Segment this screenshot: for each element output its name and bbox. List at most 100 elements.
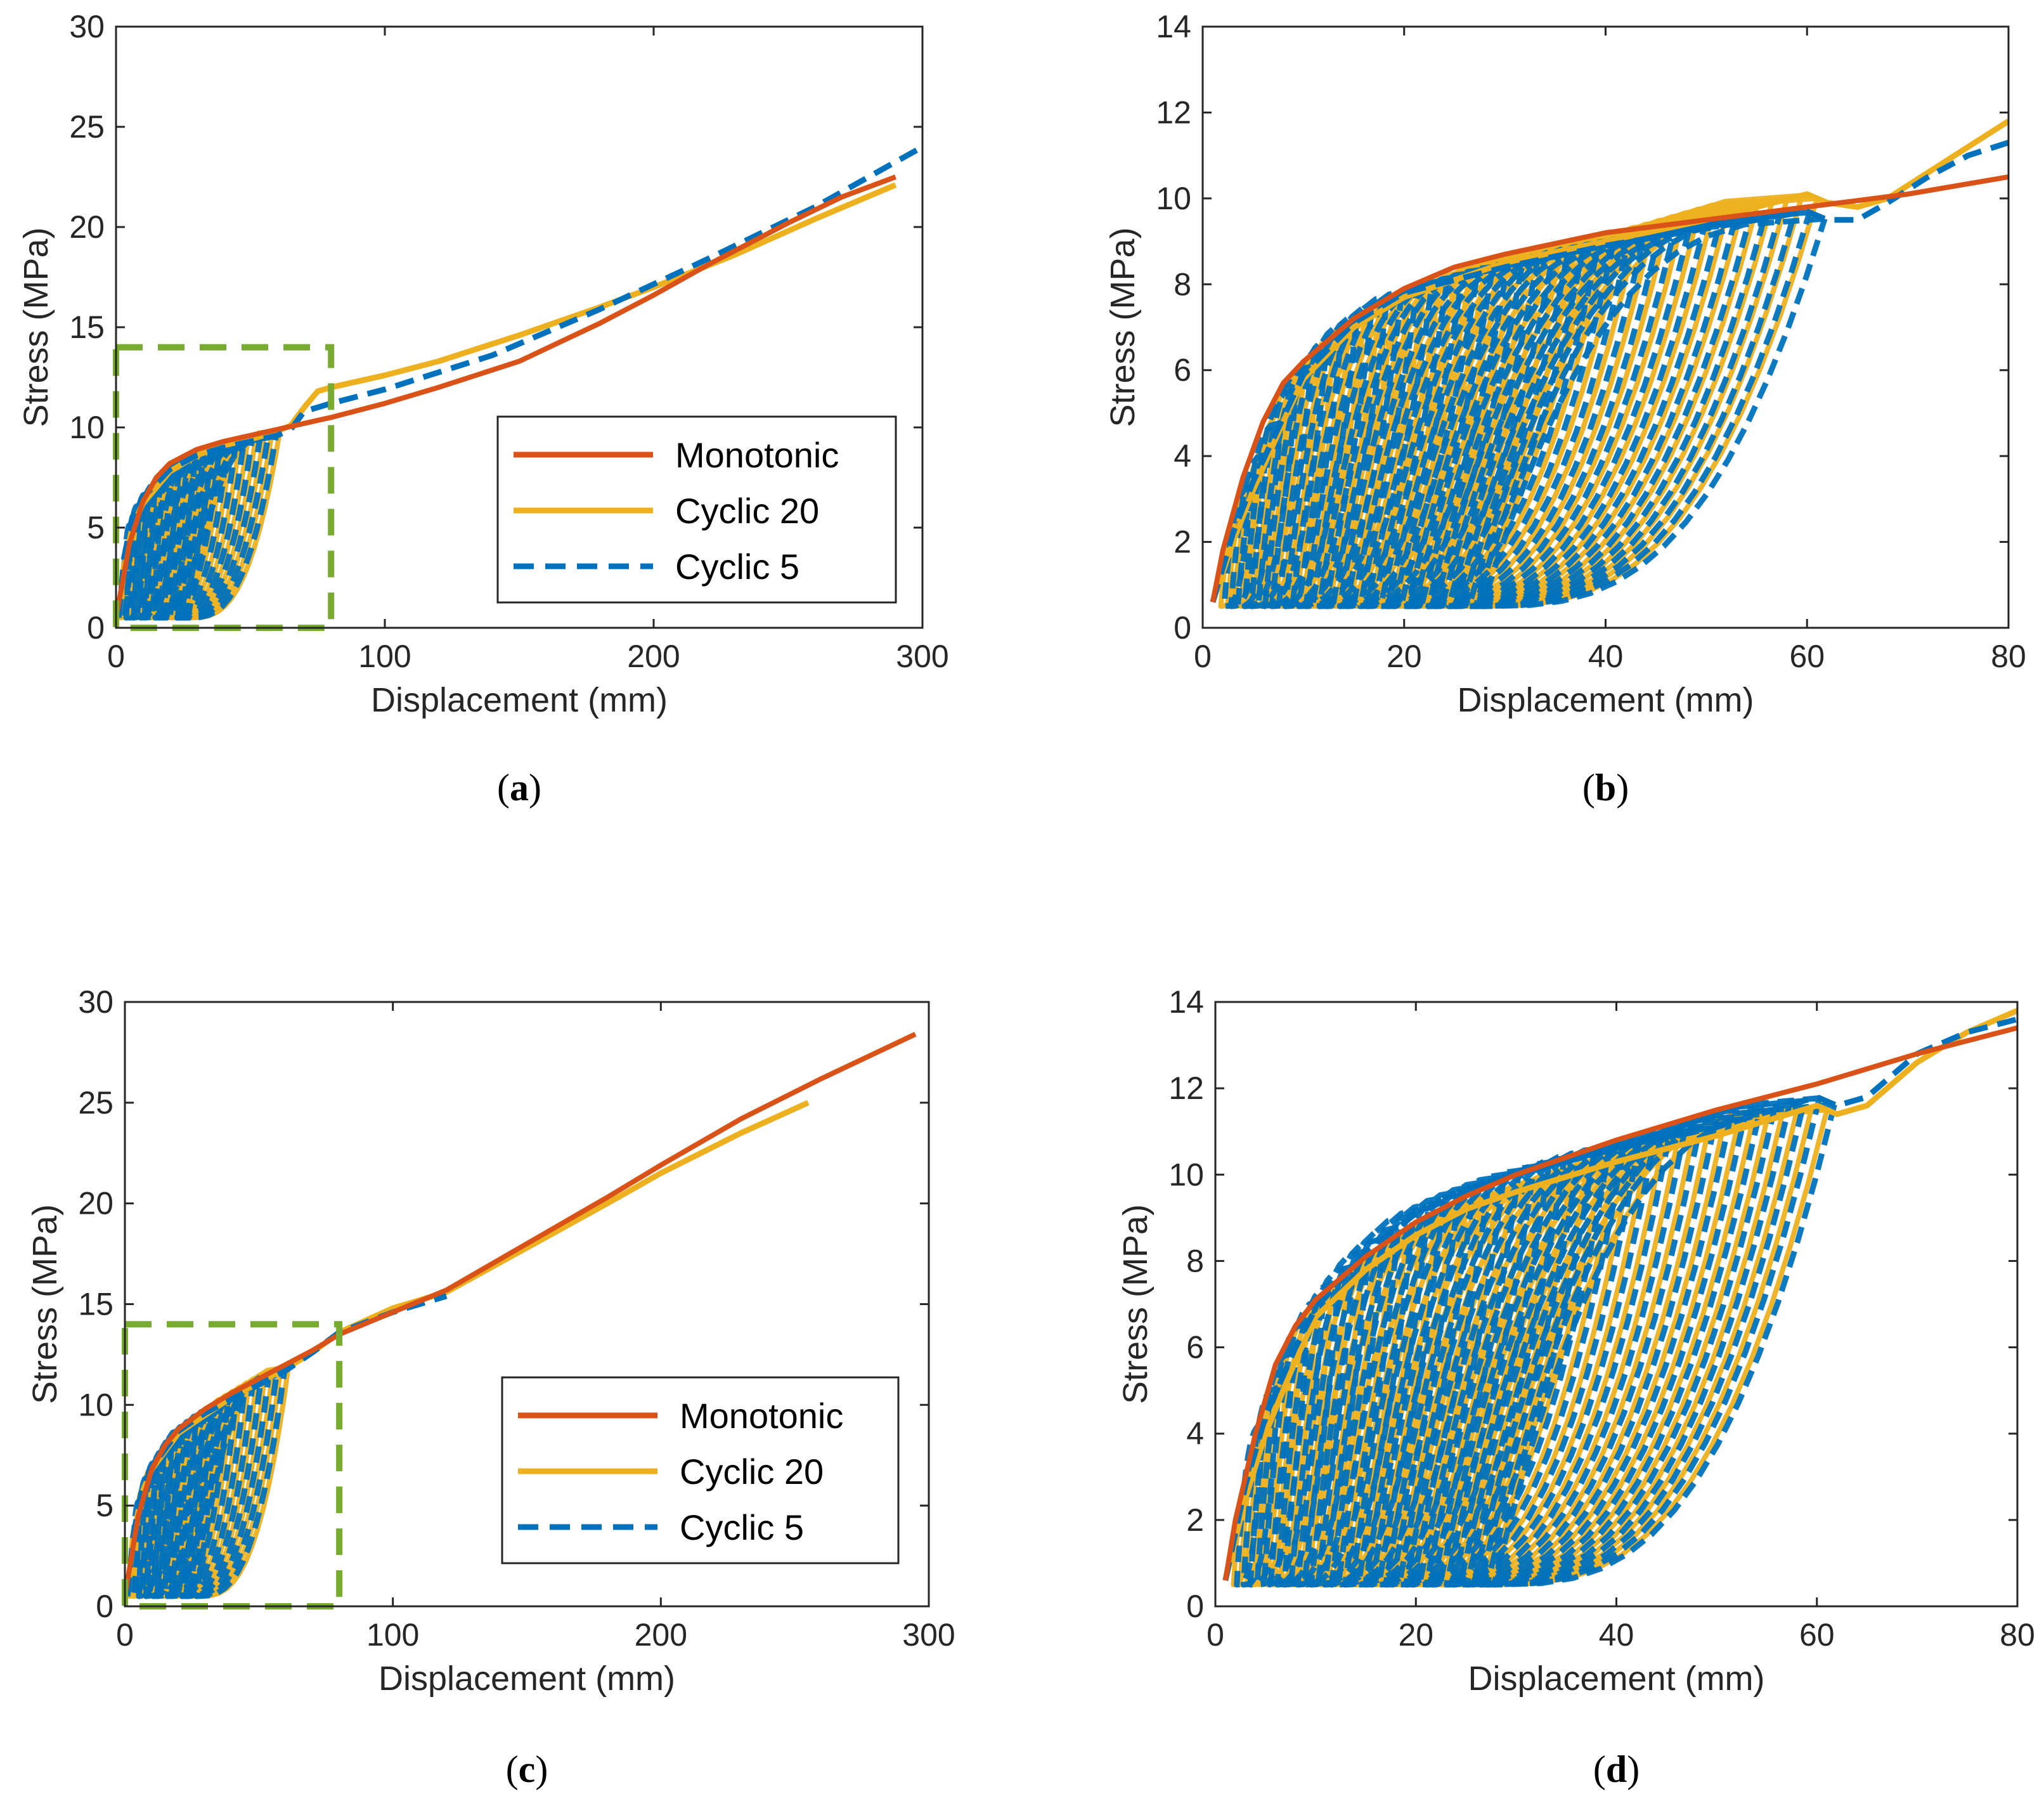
panel-d: 0 20 40 60 80 0 2 4 6 8 10 12 14 Displacement (mm) Str… (1116, 984, 2035, 1790)
panel-a-plot-area (116, 144, 922, 621)
series-cyclic-5-loop (1480, 216, 1828, 609)
legend: Monotonic Cyclic 20 Cyclic 5 (501, 1376, 900, 1564)
series-cyclic-5-loop (1396, 1144, 1627, 1588)
caption-close-paren: ) (1616, 767, 1629, 809)
y-axis-label: Stress (MPa) (17, 227, 55, 427)
x-tick-label: 80 (1991, 639, 2026, 674)
caption-letter: a (510, 767, 529, 809)
y-tick-label: 10 (1168, 1157, 1204, 1192)
caption-letter: d (1606, 1748, 1627, 1790)
series-cyclic-5-loop (1432, 223, 1722, 609)
x-tick-label: 80 (2000, 1617, 2035, 1653)
y-axis-label: Stress (MPa) (26, 1204, 64, 1404)
series-cyclic-5-loop (1296, 287, 1420, 609)
y-tick-label: 0 (87, 610, 105, 646)
series-cyclic-5-loop (153, 1416, 199, 1599)
legend-label-cyclic-20: Cyclic 20 (680, 1452, 824, 1492)
series-cyclic-5-loop (1362, 1163, 1552, 1588)
y-tick-label: 12 (1156, 94, 1191, 130)
y-tick-label: 5 (96, 1488, 113, 1523)
series-cyclic-5-loop (1398, 236, 1646, 609)
series-cyclic-5-loop (171, 440, 247, 621)
y-axis-label: Stress (MPa) (1104, 227, 1142, 427)
series-monotonic-line (125, 1032, 917, 1597)
panel-caption: (a) (497, 767, 541, 809)
series-cyclic-5-loop (1248, 363, 1314, 609)
series-cyclic-5-loop (168, 1398, 231, 1599)
series-cyclic-5-loop (1411, 231, 1677, 609)
series-cyclic-5-loop (190, 1372, 280, 1599)
series-cyclic-5-loop (1241, 1384, 1281, 1588)
y-tick-label: 15 (69, 309, 105, 345)
x-tick-label: 60 (1789, 639, 1825, 674)
x-tick-label: 200 (627, 639, 680, 674)
series-cyclic-5-loop (1228, 452, 1269, 609)
series-cyclic-5-loop (1371, 247, 1586, 609)
x-tick-label: 40 (1588, 639, 1624, 674)
y-tick-label: 15 (78, 1287, 113, 1322)
series-cyclic-5-loop (1384, 241, 1616, 609)
caption-close-paren: ) (529, 767, 541, 809)
series-cyclic-5-loop (1418, 228, 1691, 609)
series-monotonic-line (1210, 174, 2008, 603)
panel-caption: (b) (1582, 767, 1629, 809)
y-tick-label: 4 (1186, 1416, 1204, 1452)
x-axis-label: Displacement (mm) (1457, 681, 1754, 719)
series-cyclic-5-loop (1261, 1297, 1326, 1588)
x-tick-label: 0 (116, 1617, 134, 1653)
series-cyclic-5-loop (1405, 233, 1662, 609)
y-tick-label: 2 (1174, 524, 1191, 560)
panel-caption: (c) (506, 1748, 548, 1790)
series-cyclic-5-loop (1409, 1138, 1657, 1588)
panel-caption: (d) (1593, 1748, 1640, 1790)
series-cyclic-5-loop (1254, 1320, 1311, 1588)
series-cyclic-5-loop (1234, 420, 1284, 609)
series-cyclic-5-loop (1439, 221, 1737, 609)
series-cyclic-5-loop (178, 436, 263, 621)
panel-b-plot-area (1210, 119, 2008, 609)
series-cyclic-5-loop (1364, 250, 1571, 609)
series-monotonic-line (116, 174, 896, 618)
y-tick-label: 14 (1156, 9, 1191, 44)
series-cyclic-5-loop (1357, 254, 1556, 609)
series-cyclic-5-loop (1459, 213, 1782, 609)
series-cyclic-5-loop (1383, 1152, 1597, 1588)
series-cyclic-5-loop (163, 443, 231, 621)
y-tick-label: 14 (1168, 984, 1204, 1020)
series-cyclic-5-loop (1247, 1350, 1296, 1588)
y-tick-label: 0 (1174, 610, 1191, 646)
caption-open-paren: ( (1593, 1748, 1606, 1790)
x-tick-label: 0 (1206, 1617, 1224, 1653)
y-tick-label: 12 (1168, 1070, 1204, 1106)
y-tick-label: 25 (78, 1085, 113, 1121)
x-tick-label: 0 (107, 639, 125, 674)
series-cyclic-5-loop (1330, 267, 1496, 609)
series-cyclic-5-loop (138, 465, 174, 621)
x-tick-label: 0 (1194, 639, 1212, 674)
series-cyclic-5-loop (1444, 1121, 1732, 1588)
series-monotonic-line (1222, 1025, 2017, 1581)
legend-label-monotonic: Monotonic (680, 1396, 843, 1436)
series-cyclic-5-loop (1484, 1095, 1823, 1588)
series-cyclic-5-loop (1423, 1131, 1687, 1588)
x-tick-label: 200 (635, 1617, 687, 1653)
series-cyclic-5-loop (176, 1389, 247, 1599)
series-cyclic-5-loop (1335, 1181, 1492, 1588)
series-cyclic-5-loop (1262, 333, 1344, 609)
x-tick-label: 60 (1799, 1617, 1835, 1653)
caption-close-paren: ) (1627, 1748, 1640, 1790)
panel-a: 0 100 200 300 0 5 10 15 20 25 30 Displacement (mm) S… (17, 9, 949, 809)
series-cyclic-5-loop (1241, 387, 1299, 609)
series-cyclic-5-loop (1450, 1115, 1747, 1588)
series-cyclic-5-loop (1343, 260, 1525, 609)
panel-b: 0 20 40 60 80 0 2 4 6 8 10 12 14 Displacement (mm) Str… (1104, 9, 2026, 809)
series-cyclic-5-loop (186, 1377, 271, 1599)
legend-label-cyclic-20: Cyclic 20 (675, 491, 819, 531)
series-cyclic-5-loop (160, 446, 223, 621)
series-cyclic-5-loop (174, 438, 255, 621)
x-axis-label: Displacement (mm) (1468, 1660, 1764, 1698)
y-axis-label: Stress (MPa) (1116, 1204, 1155, 1404)
series-cyclic-5-loop (193, 1368, 287, 1599)
y-tick-label: 4 (1174, 438, 1191, 474)
